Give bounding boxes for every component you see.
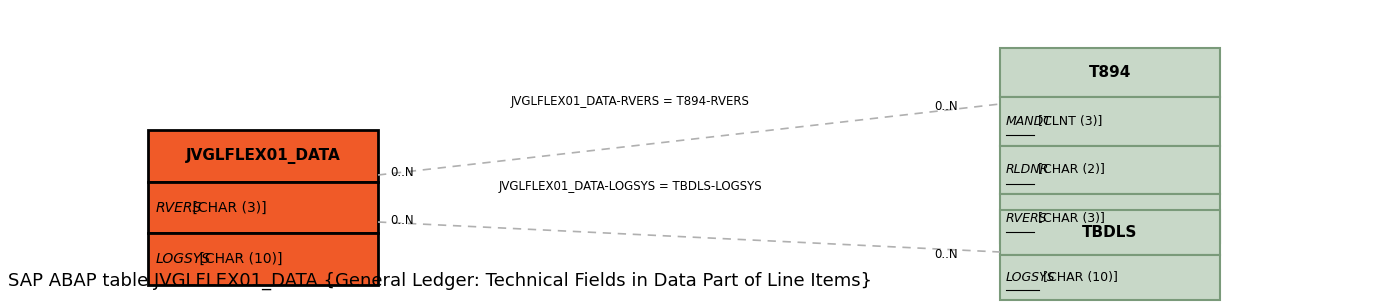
Bar [1000,97,1221,146]
Bar [1000,255,1221,300]
Bar [148,182,378,233]
Text: RLDNR: RLDNR [1006,163,1049,176]
Text: JVGLFLEX01_DATA: JVGLFLEX01_DATA [185,148,341,164]
Text: TBDLS: TBDLS [1082,225,1138,240]
Text: [CHAR (10)]: [CHAR (10)] [195,252,283,266]
Text: RVERS: RVERS [157,201,202,215]
Text: [CLNT (3)]: [CLNT (3)] [1034,115,1103,128]
Text: JVGLFLEX01_DATA-RVERS = T894-RVERS: JVGLFLEX01_DATA-RVERS = T894-RVERS [511,95,750,108]
Text: RVERS: RVERS [1006,212,1048,225]
Text: JVGLFLEX01_DATA-LOGSYS = TBDLS-LOGSYS: JVGLFLEX01_DATA-LOGSYS = TBDLS-LOGSYS [498,180,762,193]
Bar [1000,48,1221,97]
Bar [1000,194,1221,243]
Text: [CHAR (3)]: [CHAR (3)] [1034,212,1105,225]
Text: LOGSYS: LOGSYS [157,252,211,266]
Text: [CHAR (3)]: [CHAR (3)] [188,201,268,215]
Text: MANDT: MANDT [1006,115,1052,128]
Text: [CHAR (10)]: [CHAR (10)] [1039,271,1119,284]
Text: 0..N: 0..N [935,248,958,261]
Text: 0..N: 0..N [935,101,958,113]
Text: T894: T894 [1089,65,1131,80]
Bar [148,130,378,182]
Text: LOGSYS: LOGSYS [1006,271,1056,284]
Text: 0..N: 0..N [390,213,413,226]
Bar [1000,210,1221,255]
Bar [148,233,378,285]
Text: SAP ABAP table JVGLFLEX01_DATA {General Ledger: Technical Fields in Data Part of: SAP ABAP table JVGLFLEX01_DATA {General … [8,272,872,290]
Text: 0..N: 0..N [390,167,413,179]
Bar [1000,146,1221,194]
Text: [CHAR (2)]: [CHAR (2)] [1034,163,1105,176]
